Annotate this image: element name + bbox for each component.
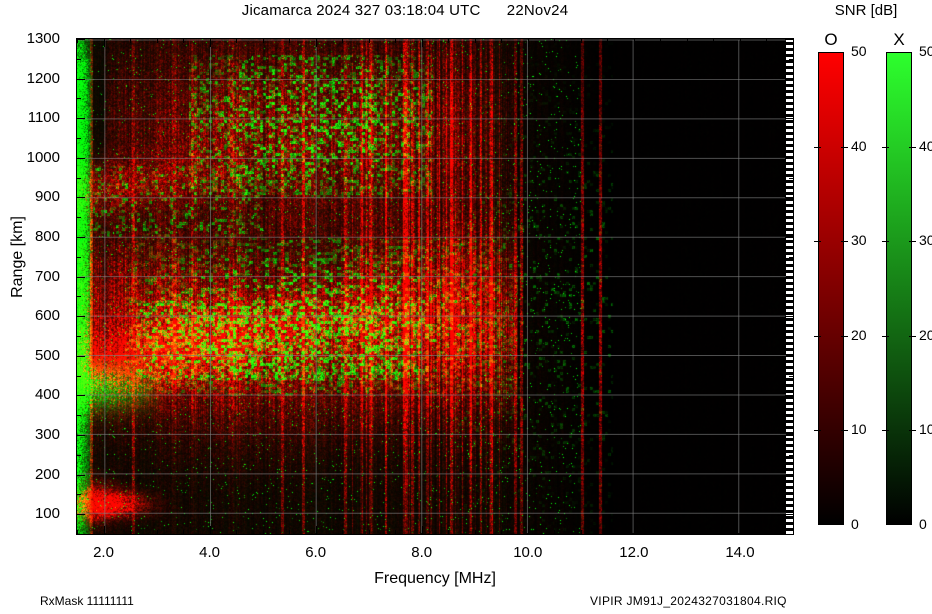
y-tick-label: 1000 bbox=[26, 148, 60, 166]
source-file-footer: VIPIR JM91J_2024327031804.RIQ bbox=[590, 594, 787, 608]
colorbar-tick bbox=[814, 430, 821, 432]
x-tick-label: 2.0 bbox=[93, 544, 114, 561]
y-tick-label: 800 bbox=[34, 228, 60, 245]
x-tick-label: 4.0 bbox=[199, 544, 220, 561]
colorbar-tick-label: 50 bbox=[919, 43, 932, 59]
colorbar-tick bbox=[882, 146, 889, 148]
y-tick-label: 200 bbox=[34, 465, 60, 483]
colorbar-tick-label: 10 bbox=[919, 421, 932, 438]
y-tick-label: 700 bbox=[34, 267, 60, 285]
colorbar-tick bbox=[882, 335, 889, 337]
ionogram-plot[interactable] bbox=[76, 38, 794, 535]
colorbar-tick bbox=[909, 430, 916, 432]
x-tick-label: 6.0 bbox=[305, 544, 327, 561]
colorbar-tick bbox=[909, 146, 916, 148]
y-tick-label: 900 bbox=[34, 188, 60, 206]
colorbar-tick-label: 30 bbox=[919, 232, 932, 249]
rxmask-footer: RxMask 11111111 bbox=[40, 594, 134, 608]
colorbar-tick bbox=[841, 335, 848, 337]
page-title: Jicamarca 2024 327 03:18:04 UTC 22Nov24 bbox=[241, 2, 569, 19]
colorbar-tick bbox=[841, 430, 848, 432]
ionogram-heatmap-canvas bbox=[77, 39, 793, 534]
colorbar-tick-label: 0 bbox=[919, 516, 927, 532]
colorbar-x-mode bbox=[886, 52, 912, 525]
x-axis-tick-labels: 2.0 4.0 6.0 8.0 10.0 12.0 14.0 bbox=[0, 540, 932, 564]
colorbar-x-letter: X bbox=[893, 30, 905, 49]
x-tick-label: 12.0 bbox=[619, 544, 649, 561]
colorbar-tick bbox=[841, 241, 848, 243]
colorbar-tick bbox=[882, 430, 889, 432]
colorbar-tick-label: 20 bbox=[919, 326, 932, 343]
y-tick-label: 1200 bbox=[26, 69, 60, 87]
right-edge-dither-strip bbox=[786, 39, 793, 534]
colorbar-tick bbox=[882, 241, 889, 243]
y-tick-label: 600 bbox=[34, 307, 60, 325]
colorbar-tick bbox=[814, 241, 821, 243]
colorbar-tick-label: 30 bbox=[851, 232, 867, 249]
colorbar-tick-label: 0 bbox=[851, 516, 859, 532]
x-tick-label: 10.0 bbox=[513, 544, 543, 561]
y-tick-label: 100 bbox=[34, 505, 60, 523]
y-tick-label: 400 bbox=[34, 386, 60, 404]
y-tick-label: 1300 bbox=[26, 30, 60, 47]
colorbar-o-mode bbox=[818, 52, 844, 525]
y-tick-label: 500 bbox=[34, 346, 60, 364]
colorbar-tick bbox=[909, 335, 916, 337]
colorbar-tick-label: 40 bbox=[851, 137, 867, 154]
colorbar-tick-label: 10 bbox=[851, 421, 867, 438]
colorbar-tick bbox=[841, 146, 848, 148]
y-tick-label: 300 bbox=[34, 426, 60, 443]
y-axis-title: Range [km] bbox=[9, 216, 26, 298]
colorbar-title: SNR [dB] bbox=[834, 2, 898, 19]
y-axis-tick-labels: 100 200 300 400 500 600 700 800 900 1000 1100 1200 1… bbox=[0, 0, 68, 614]
colorbar-tick-label: 50 bbox=[851, 43, 867, 59]
y-tick-label: 1100 bbox=[27, 109, 60, 127]
x-tick-label: 14.0 bbox=[725, 544, 755, 561]
colorbar-tick bbox=[909, 241, 916, 243]
colorbar-tick-label: 40 bbox=[919, 137, 932, 154]
colorbar-o-letter: O bbox=[824, 30, 838, 49]
x-tick-label: 8.0 bbox=[411, 544, 433, 561]
x-axis-title: Frequency [MHz] bbox=[374, 570, 496, 587]
colorbar-tick bbox=[814, 146, 821, 148]
colorbar-tick-label: 20 bbox=[851, 326, 867, 343]
colorbar-tick bbox=[814, 335, 821, 337]
